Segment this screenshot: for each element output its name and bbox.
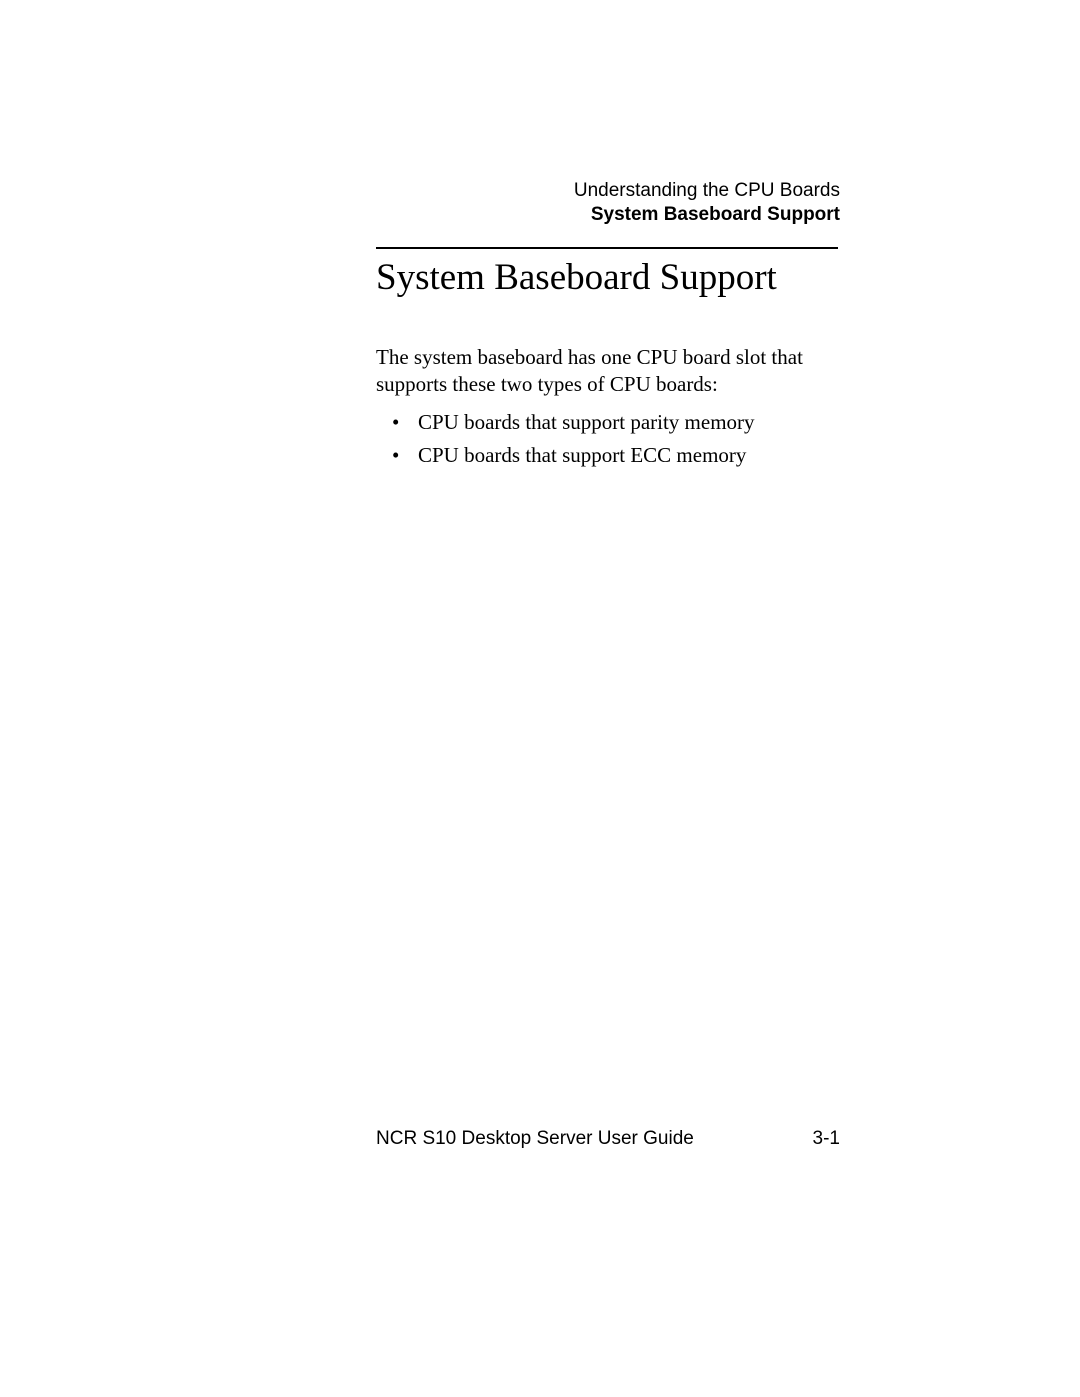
intro-paragraph: The system baseboard has one CPU board s… xyxy=(376,344,846,398)
document-page: Understanding the CPU Boards System Base… xyxy=(0,0,1080,1397)
horizontal-rule xyxy=(376,247,838,249)
running-header: Understanding the CPU Boards System Base… xyxy=(574,180,840,226)
list-item: CPU boards that support parity memory xyxy=(376,406,846,439)
page-title: System Baseboard Support xyxy=(376,256,777,299)
footer-guide-title: NCR S10 Desktop Server User Guide xyxy=(376,1128,694,1150)
header-chapter-title: Understanding the CPU Boards xyxy=(574,180,840,202)
bullet-list: CPU boards that support parity memory CP… xyxy=(376,406,846,471)
footer-page-number: 3-1 xyxy=(813,1128,840,1150)
header-section-title: System Baseboard Support xyxy=(574,204,840,226)
list-item: CPU boards that support ECC memory xyxy=(376,439,846,472)
